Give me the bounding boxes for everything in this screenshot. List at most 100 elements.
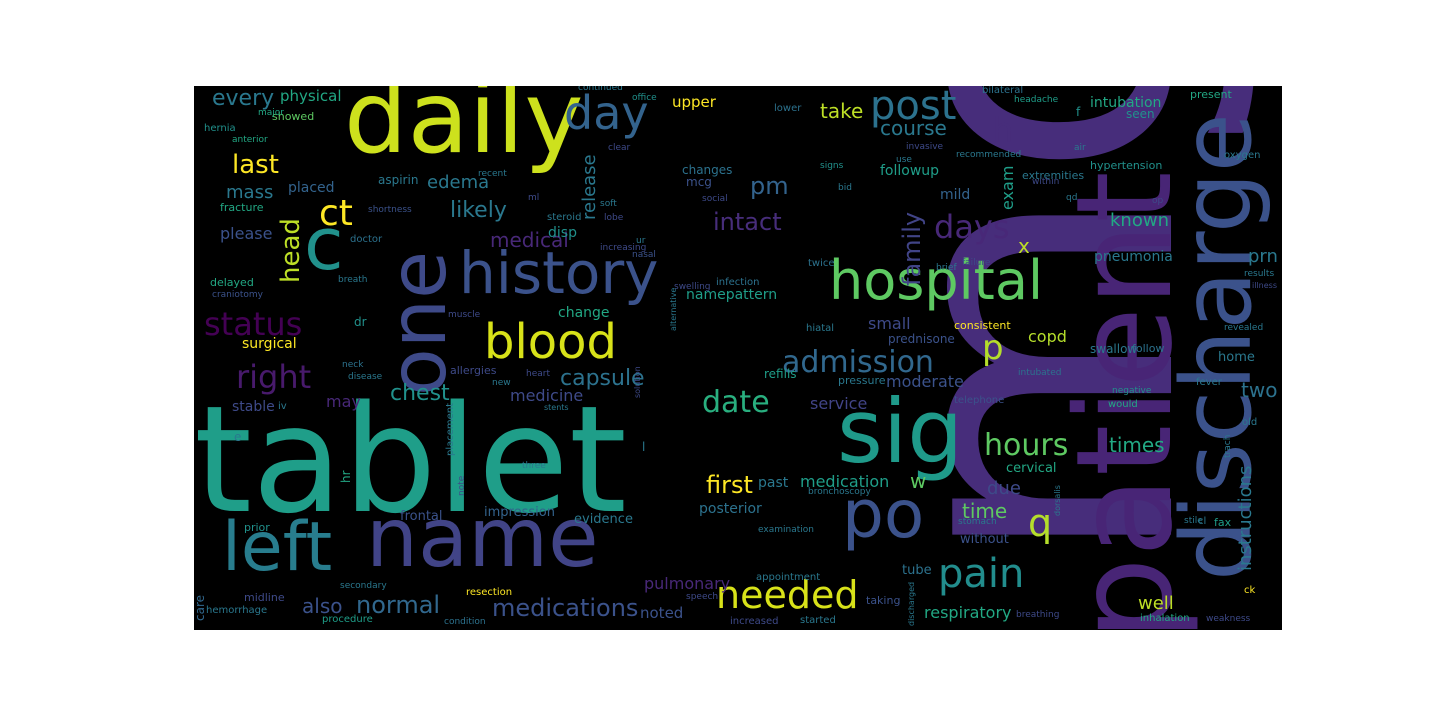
word-l: l: [642, 440, 646, 454]
word-weakness: weakness: [1206, 614, 1251, 624]
word-twice: twice: [808, 258, 835, 269]
word-hiatal: hiatal: [806, 323, 835, 334]
word-sig: sig: [837, 380, 964, 483]
word-p: p: [982, 328, 1004, 368]
word-bilateral: bilateral: [982, 86, 1024, 96]
word-family: family: [898, 211, 926, 286]
word-well: well: [1138, 593, 1174, 614]
word-placed: placed: [288, 180, 335, 196]
word-evidence: evidence: [574, 512, 633, 527]
word-first: first: [706, 471, 753, 499]
word-hospital: hospital: [829, 249, 1043, 312]
word-posterior: posterior: [699, 501, 762, 517]
word-air: air: [1074, 143, 1086, 153]
word-signs: signs: [820, 161, 844, 171]
word-shortness: shortness: [368, 205, 412, 215]
word-intubated: intubated: [1018, 368, 1062, 378]
word-illness: illness: [1252, 281, 1277, 290]
word-steroid: steroid: [547, 212, 582, 223]
word-increasing: increasing: [600, 243, 647, 253]
word-name: name: [366, 491, 599, 586]
word-cl: cl: [1198, 516, 1207, 527]
word-two: two: [1241, 378, 1278, 402]
word-left: left: [222, 508, 333, 587]
word-clear: clear: [608, 143, 631, 153]
word-respiratory: respiratory: [924, 603, 1012, 622]
word-post: post: [870, 86, 957, 129]
word-admission: admission: [782, 345, 934, 380]
word-right: right: [236, 358, 312, 396]
word-change: change: [558, 305, 610, 321]
word-noted: noted: [640, 604, 684, 622]
word-x: x: [1018, 234, 1030, 258]
word-telephone: telephone: [954, 395, 1005, 406]
word-failure: failure: [962, 258, 991, 268]
word-oxygen: oxygen: [1224, 150, 1261, 161]
word-daily: daily: [344, 86, 584, 176]
word-resection: resection: [466, 587, 513, 598]
word-taking: taking: [866, 594, 901, 607]
word-placement: placement: [445, 402, 456, 456]
word-care: care: [194, 594, 207, 621]
word-status: status: [204, 305, 303, 343]
word-office: office: [632, 93, 657, 103]
word-mild: mild: [940, 187, 971, 203]
word-impression: impression: [484, 505, 555, 520]
word-fever: fever: [1196, 377, 1222, 388]
word-neck: neck: [342, 360, 364, 370]
word-refills: refills: [764, 367, 797, 381]
word-physical: physical: [280, 87, 342, 105]
word-op: op: [1152, 196, 1164, 206]
word-started: started: [800, 615, 836, 626]
word-extremities: extremities: [1022, 169, 1085, 182]
word-bid: bid: [838, 183, 852, 193]
word-headache: headache: [1014, 95, 1059, 105]
word-without: without: [960, 532, 1009, 547]
word-likely: likely: [450, 198, 507, 223]
word-disease: disease: [348, 372, 383, 382]
word-note: note: [457, 475, 467, 496]
word-edema: edema: [427, 172, 490, 193]
word-three: three: [522, 461, 546, 471]
word-inhalation: inhalation: [1140, 613, 1190, 624]
word-home: home: [1218, 350, 1255, 365]
word-q: q: [1028, 501, 1053, 545]
word-qd: qd: [1066, 193, 1078, 203]
word-negative: negative: [1112, 386, 1152, 396]
word-dr: dr: [354, 315, 367, 329]
word-aspirin: aspirin: [378, 173, 419, 187]
word-time: time: [962, 499, 1008, 523]
word-pain: pain: [938, 551, 1025, 597]
word-service: service: [810, 394, 868, 413]
word-followup: followup: [880, 163, 940, 179]
word-hernia: hernia: [204, 123, 236, 134]
word-seen: seen: [1126, 107, 1155, 121]
word-needed: needed: [716, 573, 859, 617]
word-c: c: [304, 202, 344, 286]
word-medications: medications: [492, 594, 639, 622]
word-revealed: revealed: [1224, 323, 1264, 333]
word-appointment: appointment: [756, 572, 821, 583]
word-intact: intact: [713, 208, 782, 236]
word-also: also: [302, 594, 343, 618]
word-condition: condition: [444, 617, 486, 627]
word-new: new: [492, 378, 511, 388]
word-intubation: intubation: [1090, 95, 1162, 111]
word-changes: changes: [682, 163, 733, 177]
word-prednisone: prednisone: [888, 332, 955, 346]
word-ck: ck: [1244, 585, 1256, 596]
word-instructions: instructions: [1235, 465, 1256, 571]
word-major: major: [258, 108, 284, 118]
word-hypertension: hypertension: [1090, 159, 1163, 172]
word-times: times: [1109, 433, 1165, 457]
word-infection: infection: [716, 277, 760, 288]
word-surgical: surgical: [242, 336, 297, 352]
word-capsule: capsule: [560, 366, 645, 391]
word-nasal: nasal: [632, 250, 656, 260]
word-would: would: [1108, 399, 1138, 410]
word-please: please: [220, 224, 273, 243]
word-small: small: [868, 314, 911, 333]
word-heart: heart: [526, 369, 550, 379]
word-old: old: [1242, 417, 1258, 428]
word-medical: medical: [490, 228, 569, 252]
